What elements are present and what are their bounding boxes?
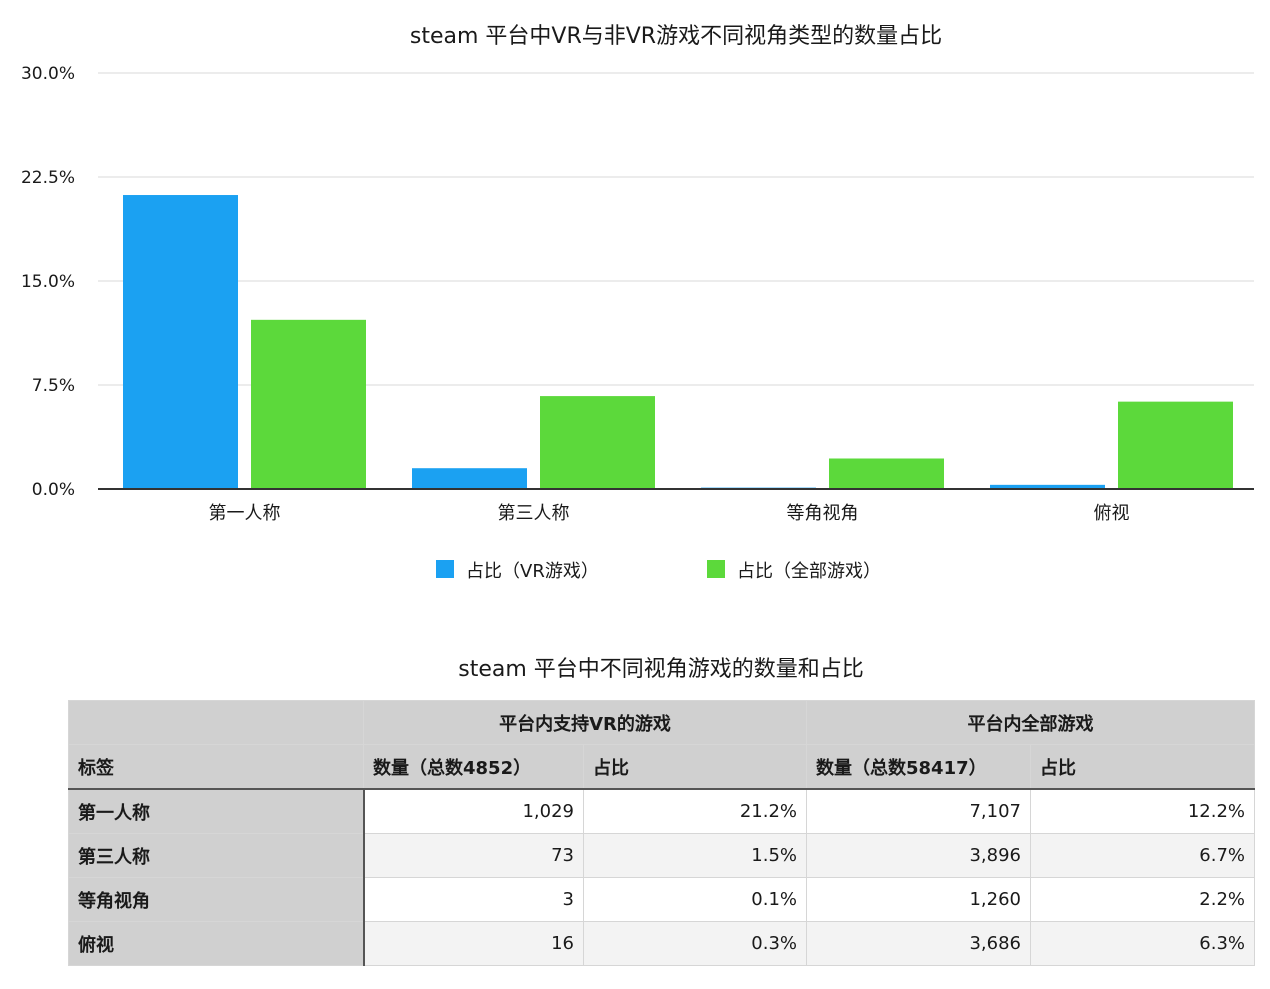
bar-vr [123, 195, 238, 489]
cell-all-count: 3,686 [806, 921, 1031, 966]
group-header-all: 平台内全部游戏 [806, 700, 1255, 745]
x-tick-label: 俯视 [1094, 503, 1130, 524]
y-tick-label: 0.0% [32, 480, 75, 500]
cell-vr-count: 73 [363, 833, 584, 878]
legend-swatch [707, 560, 725, 578]
column-header-row: 标签 数量（总数4852） 占比 数量（总数58417） 占比 [68, 744, 1255, 790]
cell-vr-share: 1.5% [583, 833, 807, 878]
group-header-empty [68, 700, 364, 745]
cell-vr-share: 0.1% [583, 877, 807, 922]
cell-all-share: 6.7% [1030, 833, 1255, 878]
bar-chart: steam 平台中VR与非VR游戏不同视角类型的数量占比 0.0% 7.5% 15.0… [21, 24, 1254, 582]
legend-label: 占比（全部游戏） [737, 561, 881, 582]
col-header-all-count: 数量（总数58417） [806, 744, 1031, 790]
table-row: 第三人称 73 1.5% 3,896 6.7% [68, 833, 1255, 878]
cell-vr-share: 21.2% [583, 788, 807, 834]
table-row: 第一人称 1,029 21.2% 7,107 12.2% [68, 788, 1255, 834]
chart-title: steam 平台中VR与非VR游戏不同视角类型的数量占比 [410, 24, 942, 49]
col-header-vr-count: 数量（总数4852） [363, 744, 584, 790]
col-header-vr-share: 占比 [583, 744, 807, 790]
bar-all [1118, 401, 1233, 489]
cell-all-share: 2.2% [1030, 877, 1255, 922]
col-header-label: 标签 [68, 744, 364, 790]
cell-all-count: 1,260 [806, 877, 1031, 922]
bar-vr [990, 484, 1105, 489]
group-header-vr: 平台内支持VR的游戏 [363, 700, 807, 745]
cell-all-share: 6.3% [1030, 921, 1255, 966]
cell-vr-share: 0.3% [583, 921, 807, 966]
legend-label: 占比（VR游戏） [466, 561, 599, 582]
cell-vr-count: 3 [363, 877, 584, 922]
table-row: 俯视 16 0.3% 3,686 6.3% [68, 921, 1255, 966]
cell-all-count: 7,107 [806, 788, 1031, 834]
y-tick-label: 30.0% [21, 64, 75, 84]
table-row: 等角视角 3 0.1% 1,260 2.2% [68, 877, 1255, 922]
x-tick-label: 第一人称 [209, 503, 281, 524]
cell-vr-count: 1,029 [363, 788, 584, 834]
cell-all-count: 3,896 [806, 833, 1031, 878]
cell-vr-count: 16 [363, 921, 584, 966]
y-tick-label: 22.5% [21, 168, 75, 188]
row-label: 俯视 [68, 921, 365, 966]
y-tick-label: 7.5% [32, 376, 75, 396]
row-label: 等角视角 [68, 877, 365, 922]
table-title: steam 平台中不同视角游戏的数量和占比 [458, 657, 864, 682]
bar-all [829, 458, 944, 489]
x-tick-label: 等角视角 [787, 503, 859, 524]
col-header-all-share: 占比 [1030, 744, 1255, 790]
row-label: 第一人称 [68, 788, 365, 834]
x-tick-label: 第三人称 [498, 503, 570, 524]
row-label: 第三人称 [68, 833, 365, 878]
cell-all-share: 12.2% [1030, 788, 1255, 834]
group-header-row: 平台内支持VR的游戏 平台内全部游戏 [68, 700, 1255, 745]
bar-all [251, 319, 366, 489]
bar-all [540, 396, 655, 489]
y-tick-label: 15.0% [21, 272, 75, 292]
legend-swatch [436, 560, 454, 578]
data-table: 平台内支持VR的游戏 平台内全部游戏 标签 数量（总数4852） 占比 数量（总… [68, 700, 1255, 966]
bar-vr [412, 468, 527, 489]
